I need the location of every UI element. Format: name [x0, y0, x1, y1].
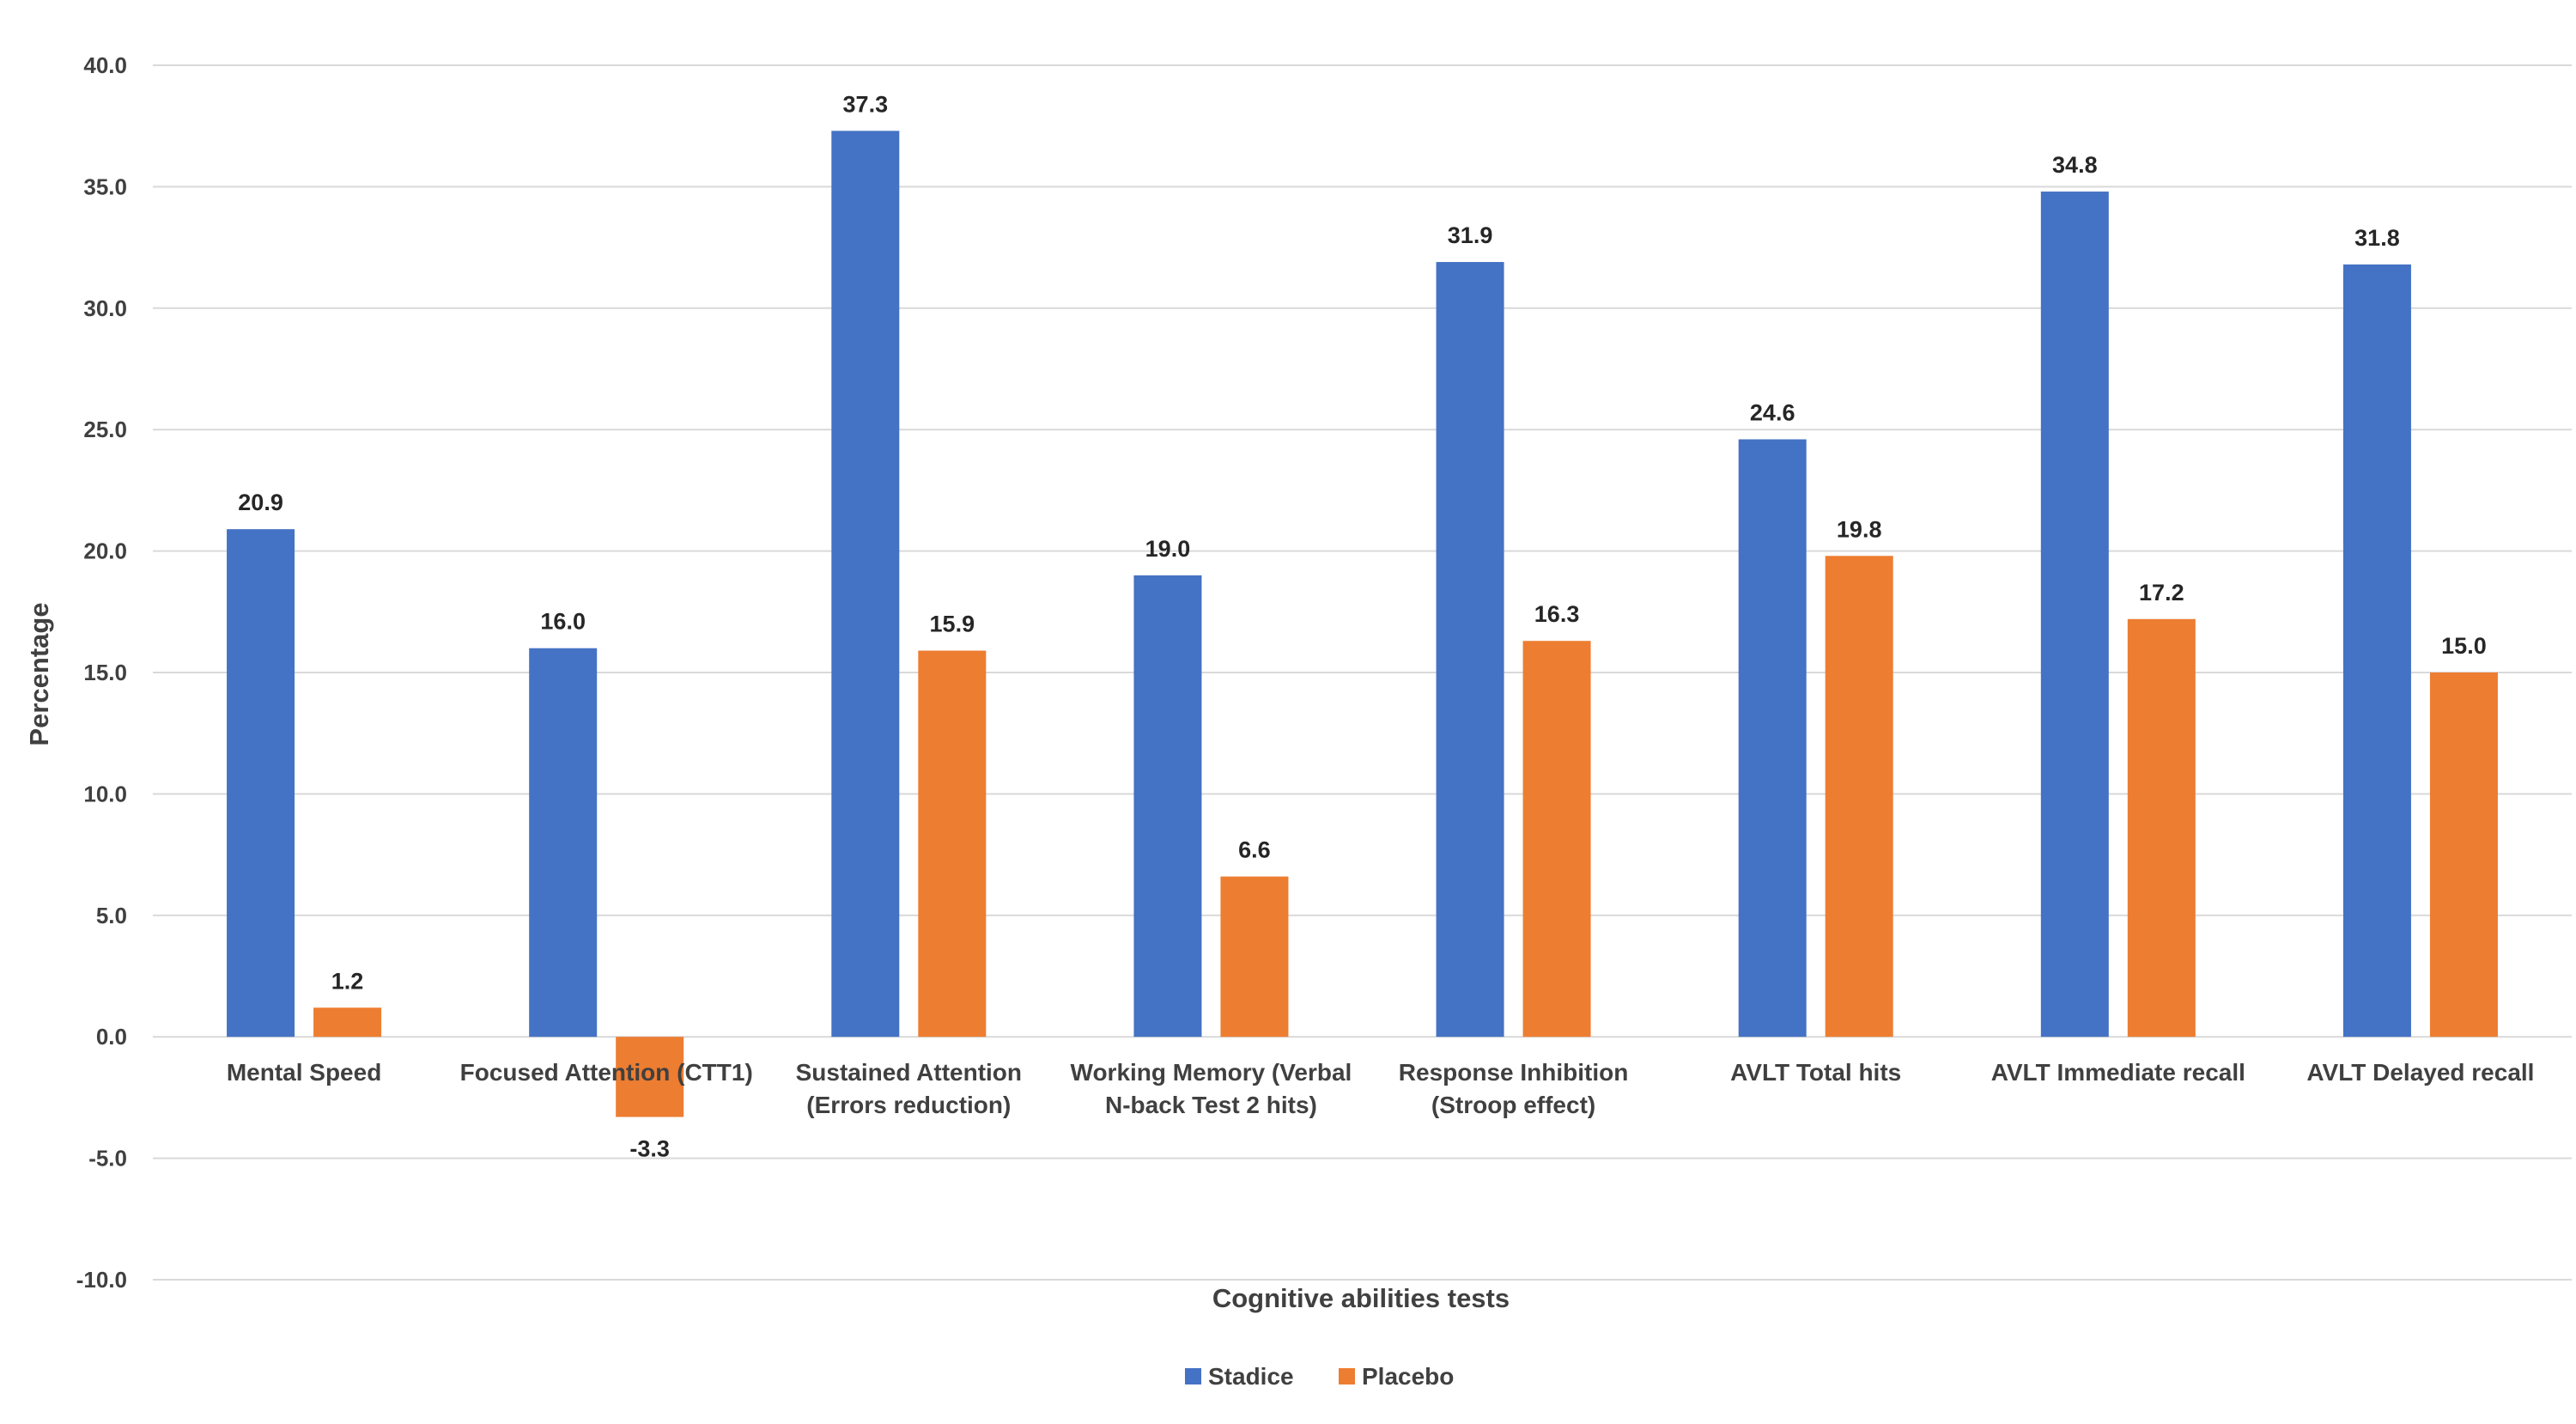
bar-placebo [313, 1007, 382, 1038]
data-labels: 20.9 1.2 16.0 -3.3 37.3 15.9 19.0 6.6 31.9 16.3 24… [238, 91, 2486, 1161]
y-tick-label: 30.0 [83, 295, 127, 321]
gridlines [153, 64, 2572, 1281]
data-label: 15.0 [2441, 633, 2487, 659]
y-tick-label: -10.0 [76, 1267, 127, 1293]
bar-stadice [2342, 264, 2411, 1038]
category-label: N-back Test 2 hits) [1105, 1092, 1317, 1118]
legend-swatch [1185, 1368, 1201, 1384]
category-label: (Stroop effect) [1431, 1092, 1595, 1118]
data-label: 34.8 [2052, 152, 2098, 178]
data-label: 31.8 [2354, 225, 2400, 251]
y-tick-label: 10.0 [83, 781, 127, 806]
category-label: Mental Speed [227, 1059, 381, 1086]
category-label: Response Inhibition [1399, 1059, 1629, 1086]
data-label: 16.3 [1534, 601, 1580, 627]
legend: Stadice Placebo [1185, 1363, 1454, 1390]
bar-placebo [2127, 618, 2196, 1038]
data-label: 6.6 [1238, 837, 1271, 863]
y-tick-label: -5.0 [88, 1146, 127, 1171]
y-tick-label: 40.0 [83, 52, 127, 78]
category-label: Focused Attention (CTT1) [460, 1059, 753, 1086]
data-label: 17.2 [2139, 580, 2184, 606]
legend-swatch [1339, 1368, 1355, 1384]
bar-placebo [616, 1037, 684, 1117]
data-label: 37.3 [843, 91, 889, 117]
bar-placebo [1220, 876, 1289, 1038]
data-label: -3.3 [629, 1136, 670, 1162]
y-tick-label: 25.0 [83, 417, 127, 442]
y-tick-label: 35.0 [83, 173, 127, 199]
category-label: Sustained Attention [796, 1059, 1022, 1086]
category-label: AVLT Immediate recall [1991, 1059, 2245, 1086]
data-label: 15.9 [930, 612, 975, 637]
bar-placebo [2429, 672, 2498, 1038]
category-label: AVLT Delayed recall [2306, 1059, 2534, 1086]
bar-placebo [1825, 556, 1893, 1038]
data-label: 1.2 [331, 968, 364, 994]
category-label: Working Memory (Verbal [1071, 1059, 1352, 1086]
bar-stadice [529, 648, 598, 1038]
y-tick-label: 15.0 [83, 660, 127, 685]
y-axis-title: Percentage [24, 602, 54, 745]
data-label: 20.9 [238, 490, 283, 515]
data-label: 31.9 [1448, 222, 1493, 248]
bar-stadice [1436, 262, 1504, 1038]
data-label: 24.6 [1750, 400, 1795, 426]
category-label: AVLT Total hits [1730, 1059, 1901, 1086]
y-axis-ticks: -10.0 -5.0 0.0 5.0 10.0 15.0 20.0 25.0 30.0 35.0 4… [76, 52, 127, 1293]
y-tick-label: 5.0 [96, 903, 127, 928]
y-tick-label: 0.0 [96, 1024, 127, 1050]
bar-placebo [1522, 641, 1591, 1038]
legend-label: Placebo [1362, 1363, 1454, 1390]
y-tick-label: 20.0 [83, 539, 127, 564]
bar-stadice [227, 529, 295, 1038]
data-label: 19.0 [1145, 536, 1191, 562]
bars [227, 131, 2498, 1117]
bar-placebo [918, 650, 987, 1038]
data-label: 16.0 [540, 609, 586, 635]
legend-label: Stadice [1208, 1363, 1294, 1390]
bar-stadice [1133, 575, 1202, 1038]
x-axis-title: Cognitive abilities tests [1212, 1283, 1510, 1313]
bar-stadice [831, 131, 900, 1038]
category-labels: Mental Speed Focused Attention (CTT1) Sust… [227, 1059, 2535, 1118]
bar-stadice [2040, 192, 2109, 1038]
data-label: 19.8 [1837, 516, 1882, 542]
bar-stadice [1738, 439, 1807, 1038]
category-label: (Errors reduction) [806, 1092, 1011, 1118]
